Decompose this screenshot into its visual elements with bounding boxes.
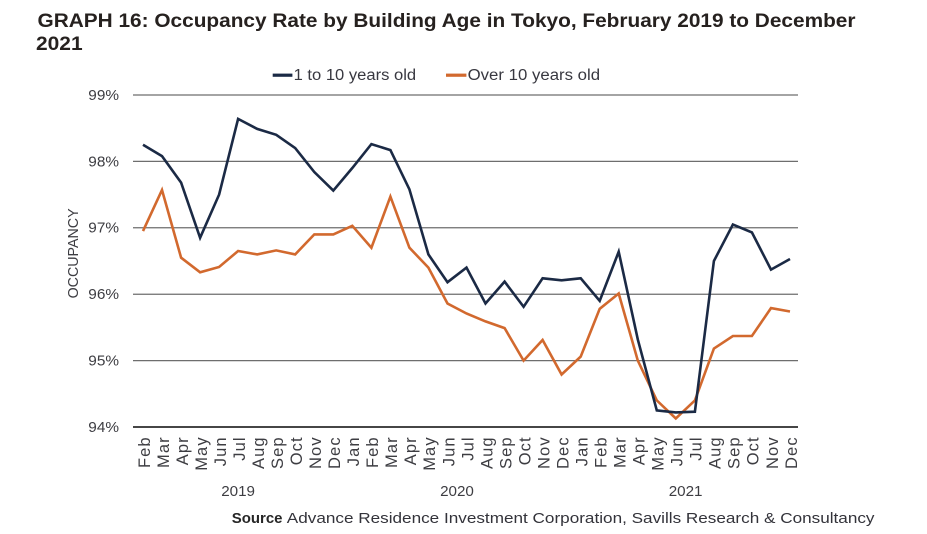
- svg-text:Jul: Jul: [688, 436, 706, 460]
- svg-text:2021: 2021: [669, 483, 703, 500]
- svg-text:Apr: Apr: [402, 436, 420, 465]
- svg-text:Mar: Mar: [155, 436, 173, 468]
- svg-text:2019: 2019: [221, 483, 255, 500]
- svg-text:Jan: Jan: [574, 436, 592, 466]
- svg-text:1 to 10 years old: 1 to 10 years old: [294, 67, 417, 84]
- svg-text:Dec: Dec: [783, 436, 801, 469]
- svg-text:Aug: Aug: [707, 436, 725, 469]
- svg-text:GRAPH 16: Occupancy Rate by Bu: GRAPH 16: Occupancy Rate by Building Age…: [38, 11, 857, 32]
- svg-text:Mar: Mar: [383, 436, 401, 468]
- svg-text:2020: 2020: [440, 483, 474, 500]
- svg-text:Jun: Jun: [669, 436, 687, 466]
- svg-text:Mar: Mar: [612, 436, 630, 468]
- svg-text:May: May: [193, 436, 211, 470]
- svg-text:Apr: Apr: [174, 436, 192, 465]
- svg-text:Sep: Sep: [726, 436, 744, 469]
- svg-text:Sep: Sep: [497, 436, 515, 469]
- svg-text:99%: 99%: [88, 87, 119, 104]
- svg-text:Advance Residence Investment C: Advance Residence Investment Corporation…: [287, 511, 876, 527]
- svg-text:Aug: Aug: [478, 436, 496, 469]
- svg-text:Nov: Nov: [764, 436, 782, 469]
- svg-text:Oct: Oct: [288, 436, 306, 465]
- svg-text:Oct: Oct: [516, 436, 534, 465]
- svg-text:May: May: [421, 436, 439, 470]
- svg-text:OCCUPANCY: OCCUPANCY: [66, 208, 82, 298]
- svg-text:Feb: Feb: [136, 436, 154, 468]
- svg-text:Jun: Jun: [212, 436, 230, 466]
- svg-text:96%: 96%: [88, 286, 119, 303]
- svg-text:95%: 95%: [88, 353, 119, 370]
- svg-text:Oct: Oct: [745, 436, 763, 465]
- svg-text:94%: 94%: [88, 419, 119, 436]
- svg-text:Feb: Feb: [364, 436, 382, 468]
- svg-text:Over 10 years old: Over 10 years old: [468, 67, 600, 84]
- svg-text:Feb: Feb: [593, 436, 611, 468]
- svg-text:98%: 98%: [88, 153, 119, 170]
- svg-text:2021: 2021: [36, 34, 83, 55]
- svg-text:Dec: Dec: [554, 436, 572, 469]
- svg-text:Nov: Nov: [535, 436, 553, 469]
- svg-text:Jan: Jan: [345, 436, 363, 466]
- svg-text:Jul: Jul: [459, 436, 477, 460]
- svg-text:Dec: Dec: [326, 436, 344, 469]
- svg-text:Aug: Aug: [250, 436, 268, 469]
- svg-text:Nov: Nov: [307, 436, 325, 469]
- svg-text:Jul: Jul: [231, 436, 249, 460]
- svg-text:Apr: Apr: [631, 436, 649, 465]
- svg-text:97%: 97%: [88, 220, 119, 237]
- svg-text:Sep: Sep: [269, 436, 287, 469]
- svg-text:Source: Source: [232, 511, 283, 527]
- svg-text:Jun: Jun: [440, 436, 458, 466]
- svg-text:May: May: [650, 436, 668, 470]
